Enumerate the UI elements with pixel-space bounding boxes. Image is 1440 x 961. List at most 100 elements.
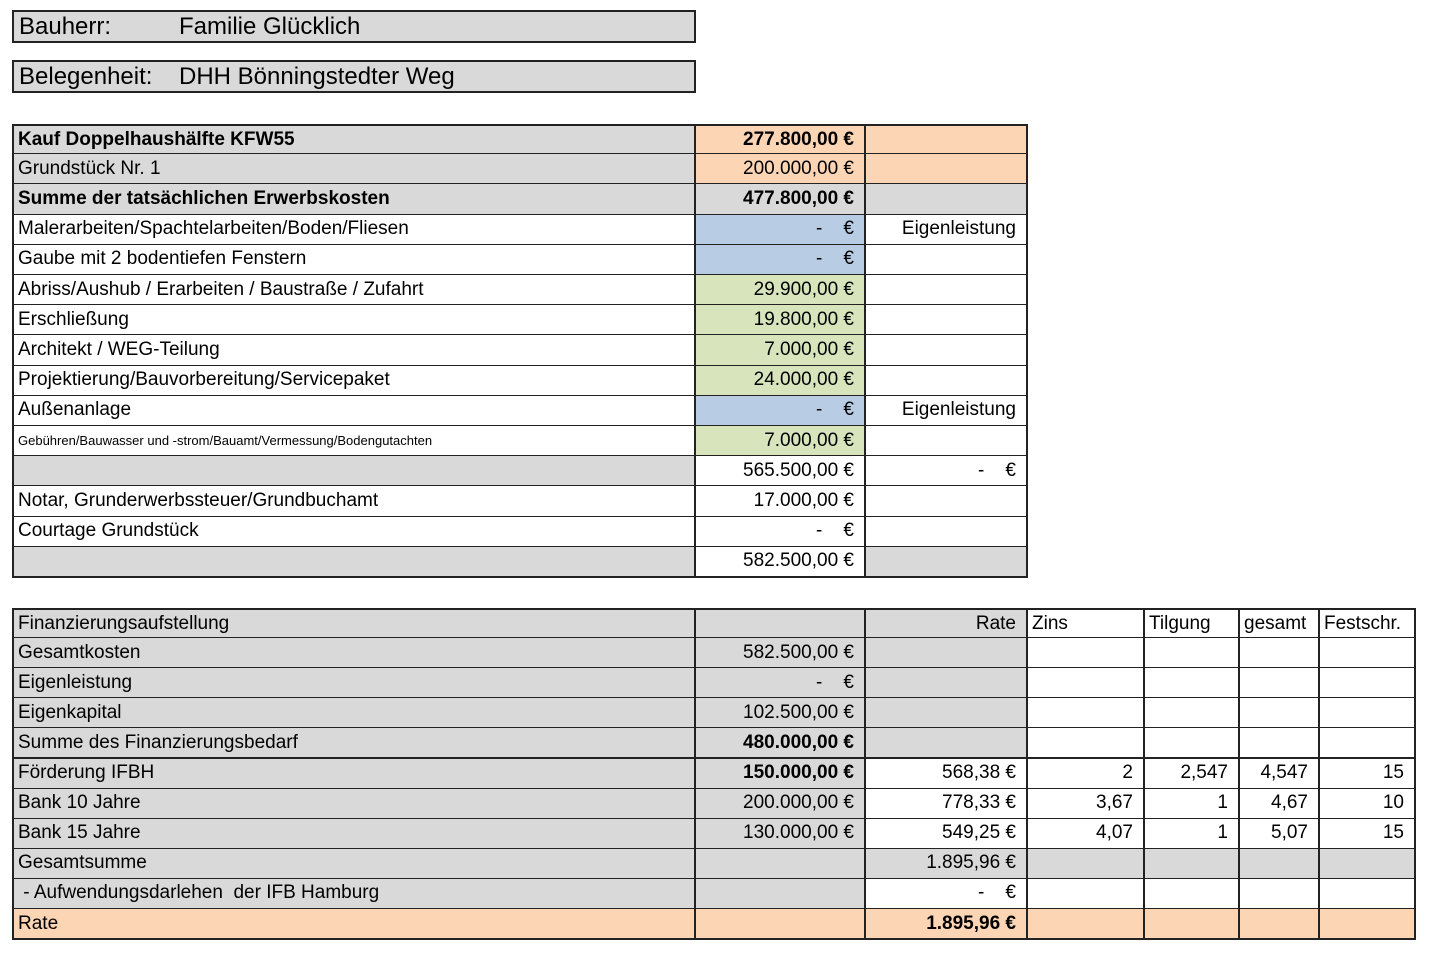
cell: 2	[1028, 758, 1145, 790]
cell: 582.500,00 €	[696, 638, 866, 670]
cell-text: Abriss/Aushub / Erarbeiten / Baustraße /…	[18, 278, 424, 300]
cell-text: 200.000,00 €	[743, 157, 854, 179]
cell-text: Gesamtkosten	[18, 641, 141, 663]
cell	[1320, 698, 1416, 730]
cell	[866, 486, 1028, 518]
cell	[866, 335, 1028, 367]
cell	[1320, 638, 1416, 670]
cell-text: Eigenleistung	[901, 218, 1016, 240]
cell-text: 4,547	[1260, 762, 1308, 784]
cell-text: 19.800,00 €	[753, 308, 854, 330]
cell-text: 4,67	[1271, 792, 1308, 814]
cell: 582.500,00 €	[696, 546, 866, 578]
cell-text: Rate	[975, 612, 1016, 634]
cell: 1.895,96 €	[866, 848, 1028, 880]
cell	[866, 516, 1028, 548]
cell-text: 568,38 €	[942, 762, 1016, 784]
cell	[1028, 668, 1145, 700]
cell-text: 477.800,00 €	[743, 187, 854, 209]
cell	[1028, 878, 1145, 910]
cell: 4,547	[1240, 758, 1320, 790]
cell	[866, 305, 1028, 337]
cell	[1320, 909, 1416, 941]
cell-text: - €	[815, 671, 854, 693]
cell: Summe der tatsächlichen Erwerbskosten	[12, 184, 696, 216]
cell: - €	[696, 516, 866, 548]
cell	[1145, 668, 1240, 700]
cell-text: - €	[815, 399, 854, 421]
cell-text: Architekt / WEG-Teilung	[18, 338, 220, 360]
cell-text: Courtage Grundstück	[18, 520, 199, 542]
cell-text: 1.895,96 €	[926, 912, 1016, 934]
cell	[1240, 878, 1320, 910]
cell-text: - €	[977, 882, 1016, 904]
cell: Förderung IFBH	[12, 758, 696, 790]
cell-text: Bank 10 Jahre	[18, 792, 141, 814]
cell: - €	[696, 395, 866, 427]
cell: 4,67	[1240, 788, 1320, 820]
cell: 29.900,00 €	[696, 275, 866, 307]
cell-text: Gesamtsumme	[18, 852, 147, 874]
cell-text: - €	[815, 218, 854, 240]
cell-text: 5,07	[1271, 822, 1308, 844]
cell-text: 130.000,00 €	[743, 822, 854, 844]
cell	[1145, 638, 1240, 670]
cell	[1028, 848, 1145, 880]
cell: 7.000,00 €	[696, 335, 866, 367]
cell: Grundstück Nr. 1	[12, 154, 696, 186]
cell	[866, 728, 1028, 760]
cell-text: Tilgung	[1149, 612, 1211, 634]
cell: Gesamtkosten	[12, 638, 696, 670]
cell	[1028, 638, 1145, 670]
cell-text: 565.500,00 €	[743, 459, 854, 481]
cell: Courtage Grundstück	[12, 516, 696, 548]
cell-text: gesamt	[1244, 612, 1307, 634]
cell-text: 200.000,00 €	[743, 792, 854, 814]
cell	[866, 184, 1028, 216]
cell: Rate	[866, 608, 1028, 640]
cell	[866, 546, 1028, 578]
cell: Finanzierungsaufstellung	[12, 608, 696, 640]
cell	[12, 546, 696, 578]
cell: 2,547	[1145, 758, 1240, 790]
cell-text: 3,67	[1096, 792, 1133, 814]
cell-text: - €	[815, 520, 854, 542]
cell: Festschr.	[1320, 608, 1416, 640]
location-box: Belegenheit: DHH Bönningstedter Weg	[12, 60, 696, 93]
cell-text: 549,25 €	[942, 822, 1016, 844]
cell-text: 1	[1217, 792, 1228, 814]
cell: 7.000,00 €	[696, 426, 866, 458]
cell	[1240, 638, 1320, 670]
cell-text: 582.500,00 €	[743, 641, 854, 663]
cell-text: 4,07	[1096, 822, 1133, 844]
cell: Bank 15 Jahre	[12, 818, 696, 850]
cell: Abriss/Aushub / Erarbeiten / Baustraße /…	[12, 275, 696, 307]
cell	[866, 154, 1028, 186]
cell: - €	[866, 878, 1028, 910]
cell-text: - €	[815, 248, 854, 270]
cell: - €	[696, 668, 866, 700]
cell-text: 102.500,00 €	[743, 701, 854, 723]
cell	[696, 878, 866, 910]
cell	[1240, 848, 1320, 880]
cell: 1	[1145, 818, 1240, 850]
cell: Summe des Finanzierungsbedarf	[12, 728, 696, 760]
cell-text: 10	[1382, 792, 1404, 814]
cell-text: 2,547	[1180, 762, 1228, 784]
cell: Architekt / WEG-Teilung	[12, 335, 696, 367]
cell-text: 15	[1382, 822, 1404, 844]
cell-text: Festschr.	[1324, 612, 1402, 634]
cell: Erschließung	[12, 305, 696, 337]
cell: Notar, Grunderwerbssteuer/Grundbuchamt	[12, 486, 696, 518]
cell-text: 15	[1382, 762, 1404, 784]
cell: 4,07	[1028, 818, 1145, 850]
cell: 480.000,00 €	[696, 728, 866, 760]
cell: Außenanlage	[12, 395, 696, 427]
cell: 17.000,00 €	[696, 486, 866, 518]
cell-text: Eigenkapital	[18, 701, 122, 723]
cell-text: Grundstück Nr. 1	[18, 157, 161, 179]
cell	[1320, 728, 1416, 760]
cell: 24.000,00 €	[696, 365, 866, 397]
cell-text: Malerarbeiten/Spachtelarbeiten/Boden/Fli…	[18, 218, 409, 240]
cell	[1240, 698, 1320, 730]
